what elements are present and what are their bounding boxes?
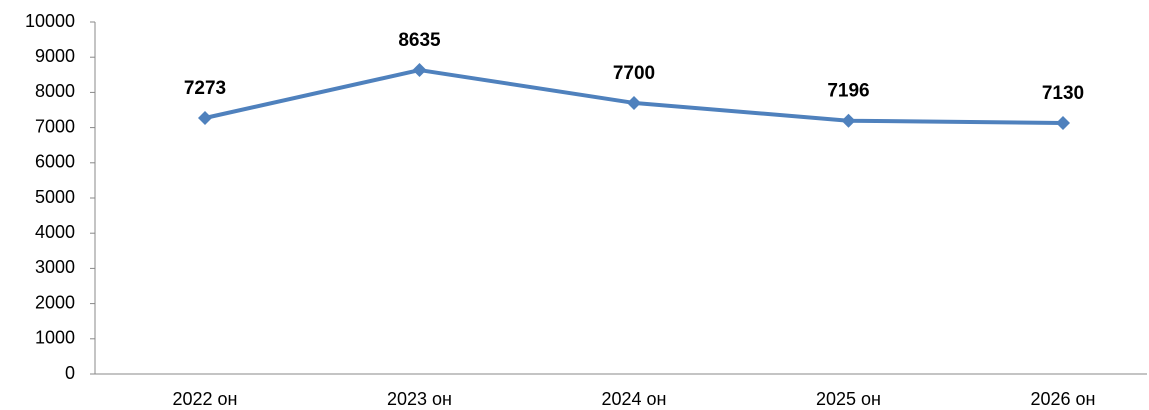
marker bbox=[412, 63, 427, 78]
marker bbox=[1056, 116, 1070, 131]
y-tick-label: 9000 bbox=[35, 46, 75, 66]
y-tick-label: 2000 bbox=[35, 292, 75, 312]
marker bbox=[198, 110, 212, 125]
x-tick-label: 2026 он bbox=[1031, 389, 1096, 409]
marker bbox=[627, 95, 641, 110]
x-tick-label: 2022 он bbox=[173, 389, 238, 409]
y-tick-label: 1000 bbox=[35, 328, 75, 348]
y-tick-label: 0 bbox=[65, 363, 75, 383]
marker bbox=[841, 113, 856, 128]
x-tick-label: 2024 он bbox=[602, 389, 667, 409]
y-tick-label: 10000 bbox=[25, 11, 75, 31]
y-tick-label: 4000 bbox=[35, 222, 75, 242]
x-tick-label: 2025 он bbox=[816, 389, 881, 409]
y-tick-label: 8000 bbox=[35, 81, 75, 101]
data-label: 8635 bbox=[398, 30, 441, 51]
x-tick-label: 2023 он bbox=[387, 389, 452, 409]
y-tick-label: 5000 bbox=[35, 187, 75, 207]
data-label: 7273 bbox=[184, 78, 226, 99]
data-label: 7700 bbox=[613, 63, 655, 84]
y-tick-label: 3000 bbox=[35, 257, 75, 277]
y-tick-label: 7000 bbox=[35, 116, 75, 136]
data-label: 7196 bbox=[827, 81, 869, 102]
data-label: 7130 bbox=[1042, 83, 1084, 104]
y-tick-label: 6000 bbox=[35, 152, 75, 172]
